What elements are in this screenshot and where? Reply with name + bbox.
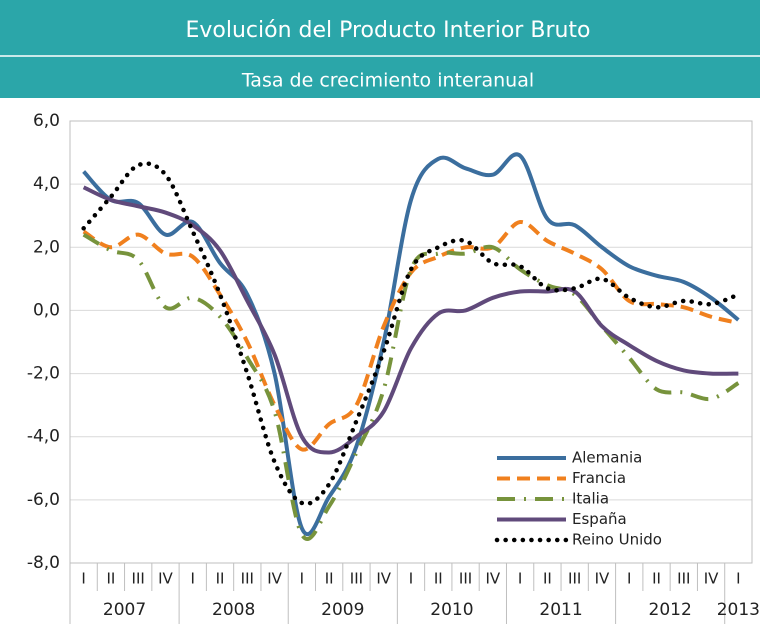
x-tick-label: I xyxy=(191,570,195,588)
legend-label: Francia xyxy=(572,469,626,487)
x-tick-label: II xyxy=(434,570,443,588)
chart-subtitle: Tasa de crecimiento interanual xyxy=(241,70,534,92)
x-year-label: 2012 xyxy=(649,600,692,620)
x-year-label: 2010 xyxy=(430,600,473,620)
x-tick-label: I xyxy=(736,570,740,588)
x-tick-label: IV xyxy=(704,570,719,588)
x-tick-label: II xyxy=(216,570,225,588)
x-tick-label: IV xyxy=(485,570,500,588)
y-tick-label: -6,0 xyxy=(27,490,60,510)
legend-label: Alemania xyxy=(572,449,642,467)
x-tick-label: I xyxy=(81,570,85,588)
legend-label: España xyxy=(572,510,627,528)
x-tick-label: III xyxy=(677,570,690,588)
legend-label: Italia xyxy=(572,490,609,508)
x-year-label: 2013 xyxy=(717,600,760,620)
legend-label: Reino Unido xyxy=(572,531,662,549)
x-tick-label: III xyxy=(459,570,472,588)
x-tick-label: I xyxy=(627,570,631,588)
x-year-label: 2009 xyxy=(321,600,364,620)
x-tick-label: I xyxy=(518,570,522,588)
x-tick-label: II xyxy=(106,570,115,588)
y-tick-label: 2,0 xyxy=(33,237,60,257)
series-line xyxy=(81,161,741,507)
y-tick-label: 6,0 xyxy=(33,111,60,131)
title-banner xyxy=(0,0,760,98)
x-tick-label: III xyxy=(132,570,145,588)
x-tick-label: III xyxy=(241,570,254,588)
y-tick-label: 4,0 xyxy=(33,174,60,194)
x-tick-label: II xyxy=(543,570,552,588)
x-tick-label: III xyxy=(350,570,363,588)
x-tick-label: II xyxy=(325,570,334,588)
x-tick-label: I xyxy=(300,570,304,588)
x-tick-label: II xyxy=(652,570,661,588)
x-year-label: 2007 xyxy=(103,600,146,620)
series-line xyxy=(82,185,739,455)
series-line xyxy=(82,220,739,452)
y-tick-label: -8,0 xyxy=(27,553,60,573)
x-tick-label: IV xyxy=(376,570,391,588)
x-year-label: 2011 xyxy=(539,600,582,620)
x-tick-label: III xyxy=(568,570,581,588)
x-tick-label: IV xyxy=(158,570,173,588)
y-tick-label: -4,0 xyxy=(27,427,60,447)
y-tick-label: 0,0 xyxy=(33,300,60,320)
y-tick-label: -2,0 xyxy=(27,364,60,384)
x-tick-label: IV xyxy=(595,570,610,588)
x-year-label: 2008 xyxy=(212,600,255,620)
chart-title: Evolución del Producto Interior Bruto xyxy=(185,18,590,43)
plot-border xyxy=(69,120,753,564)
x-tick-label: I xyxy=(409,570,413,588)
series-line xyxy=(82,232,740,541)
x-tick-label: IV xyxy=(267,570,282,588)
